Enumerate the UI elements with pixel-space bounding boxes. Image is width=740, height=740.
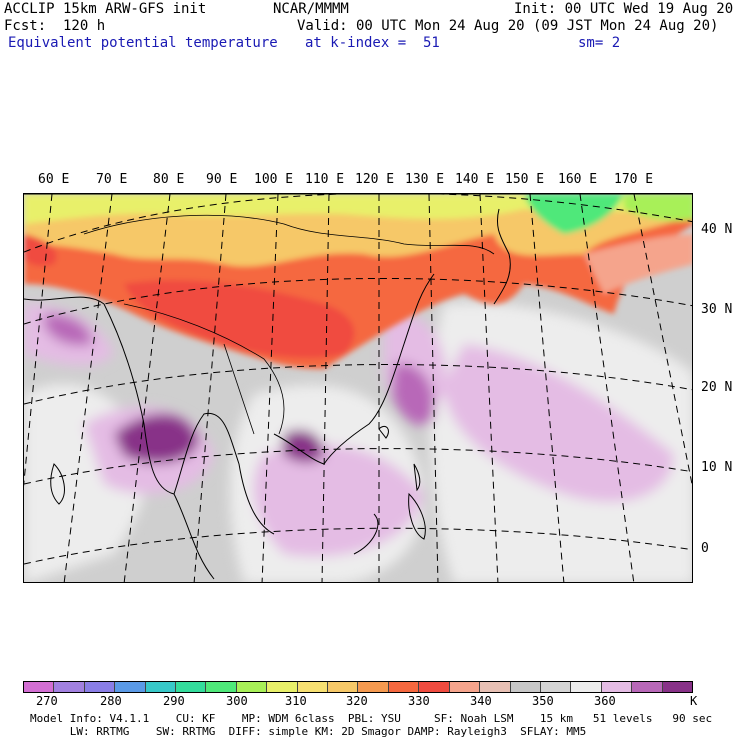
lat-label: 30 N — [701, 302, 733, 317]
colorbar-swatch — [540, 682, 572, 692]
lon-label: 70 E — [96, 172, 128, 187]
lat-lon-grid — [24, 194, 692, 582]
center-label: NCAR/MMMM — [273, 1, 349, 17]
lon-label: 90 E — [206, 172, 238, 187]
colorbar-swatch — [358, 682, 389, 692]
colorbar-swatch — [236, 682, 268, 692]
colorbar-swatch — [632, 682, 663, 692]
colorbar-tick: 350 — [532, 694, 554, 708]
colorbar-swatch — [480, 682, 511, 692]
forecast-hour: Fcst: 120 h — [4, 18, 106, 34]
colorbar-swatch — [388, 682, 420, 692]
lon-label: 100 E — [254, 172, 294, 187]
colorbar-swatch — [297, 682, 329, 692]
colorbar-tick: 330 — [408, 694, 430, 708]
lat-label: 10 N — [701, 460, 733, 475]
colorbar-unit: K — [690, 694, 698, 708]
colorbar-swatch — [571, 682, 602, 692]
colorbar-tick: 310 — [285, 694, 307, 708]
lon-label: 170 E — [614, 172, 654, 187]
lon-label: 120 E — [355, 172, 395, 187]
colorbar-swatch — [115, 682, 146, 692]
lon-label: 160 E — [558, 172, 598, 187]
colorbar-swatch — [419, 682, 450, 692]
colorbar-tick: 280 — [100, 694, 122, 708]
colorbar-swatch — [662, 682, 692, 692]
lon-label: 110 E — [305, 172, 345, 187]
colorbar-swatch — [24, 682, 55, 692]
colorbar — [23, 681, 693, 693]
colorbar-tick: 320 — [346, 694, 368, 708]
coastlines — [24, 194, 692, 580]
lat-label: 40 N — [701, 222, 733, 237]
lat-label: 0 — [701, 541, 709, 556]
lat-label: 20 N — [701, 380, 733, 395]
colorbar-swatch — [145, 682, 177, 692]
colorbar-swatch — [176, 682, 207, 692]
lon-label: 130 E — [405, 172, 445, 187]
colorbar-swatch — [206, 682, 237, 692]
colorbar-swatch — [84, 682, 116, 692]
colorbar-swatch — [601, 682, 633, 692]
model-title: ACCLIP 15km ARW-GFS init — [4, 1, 207, 17]
colorbar-tick: 270 — [36, 694, 58, 708]
map-field-svg — [24, 194, 692, 582]
lon-label: 150 E — [505, 172, 545, 187]
colorbar-swatch — [54, 682, 85, 692]
valid-time: Valid: 00 UTC Mon 24 Aug 20 (09 JST Mon … — [297, 18, 719, 34]
colorbar-tick: 360 — [594, 694, 616, 708]
init-time: Init: 00 UTC Wed 19 Aug 20 — [514, 1, 734, 17]
colorbar-tick: 300 — [226, 694, 248, 708]
model-info-line2: LW: RRTMG SW: RRTMG DIFF: simple KM: 2D … — [30, 725, 587, 738]
colorbar-swatch — [267, 682, 298, 692]
lon-label: 60 E — [38, 172, 70, 187]
colorbar-swatch — [328, 682, 359, 692]
colorbar-tick: 290 — [163, 694, 185, 708]
smoothing-label: sm= 2 — [578, 35, 621, 51]
map-panel — [23, 193, 693, 583]
level-label: at k-index = 51 — [305, 35, 440, 51]
colorbar-swatch — [510, 682, 541, 692]
colorbar-swatch — [449, 682, 481, 692]
borders — [83, 214, 495, 435]
field-name: Equivalent potential temperature — [8, 35, 278, 51]
colorbar-tick: 340 — [470, 694, 492, 708]
lon-label: 140 E — [455, 172, 495, 187]
model-info-line1: Model Info: V4.1.1 CU: KF MP: WDM 6class… — [30, 712, 713, 725]
lon-label: 80 E — [153, 172, 185, 187]
